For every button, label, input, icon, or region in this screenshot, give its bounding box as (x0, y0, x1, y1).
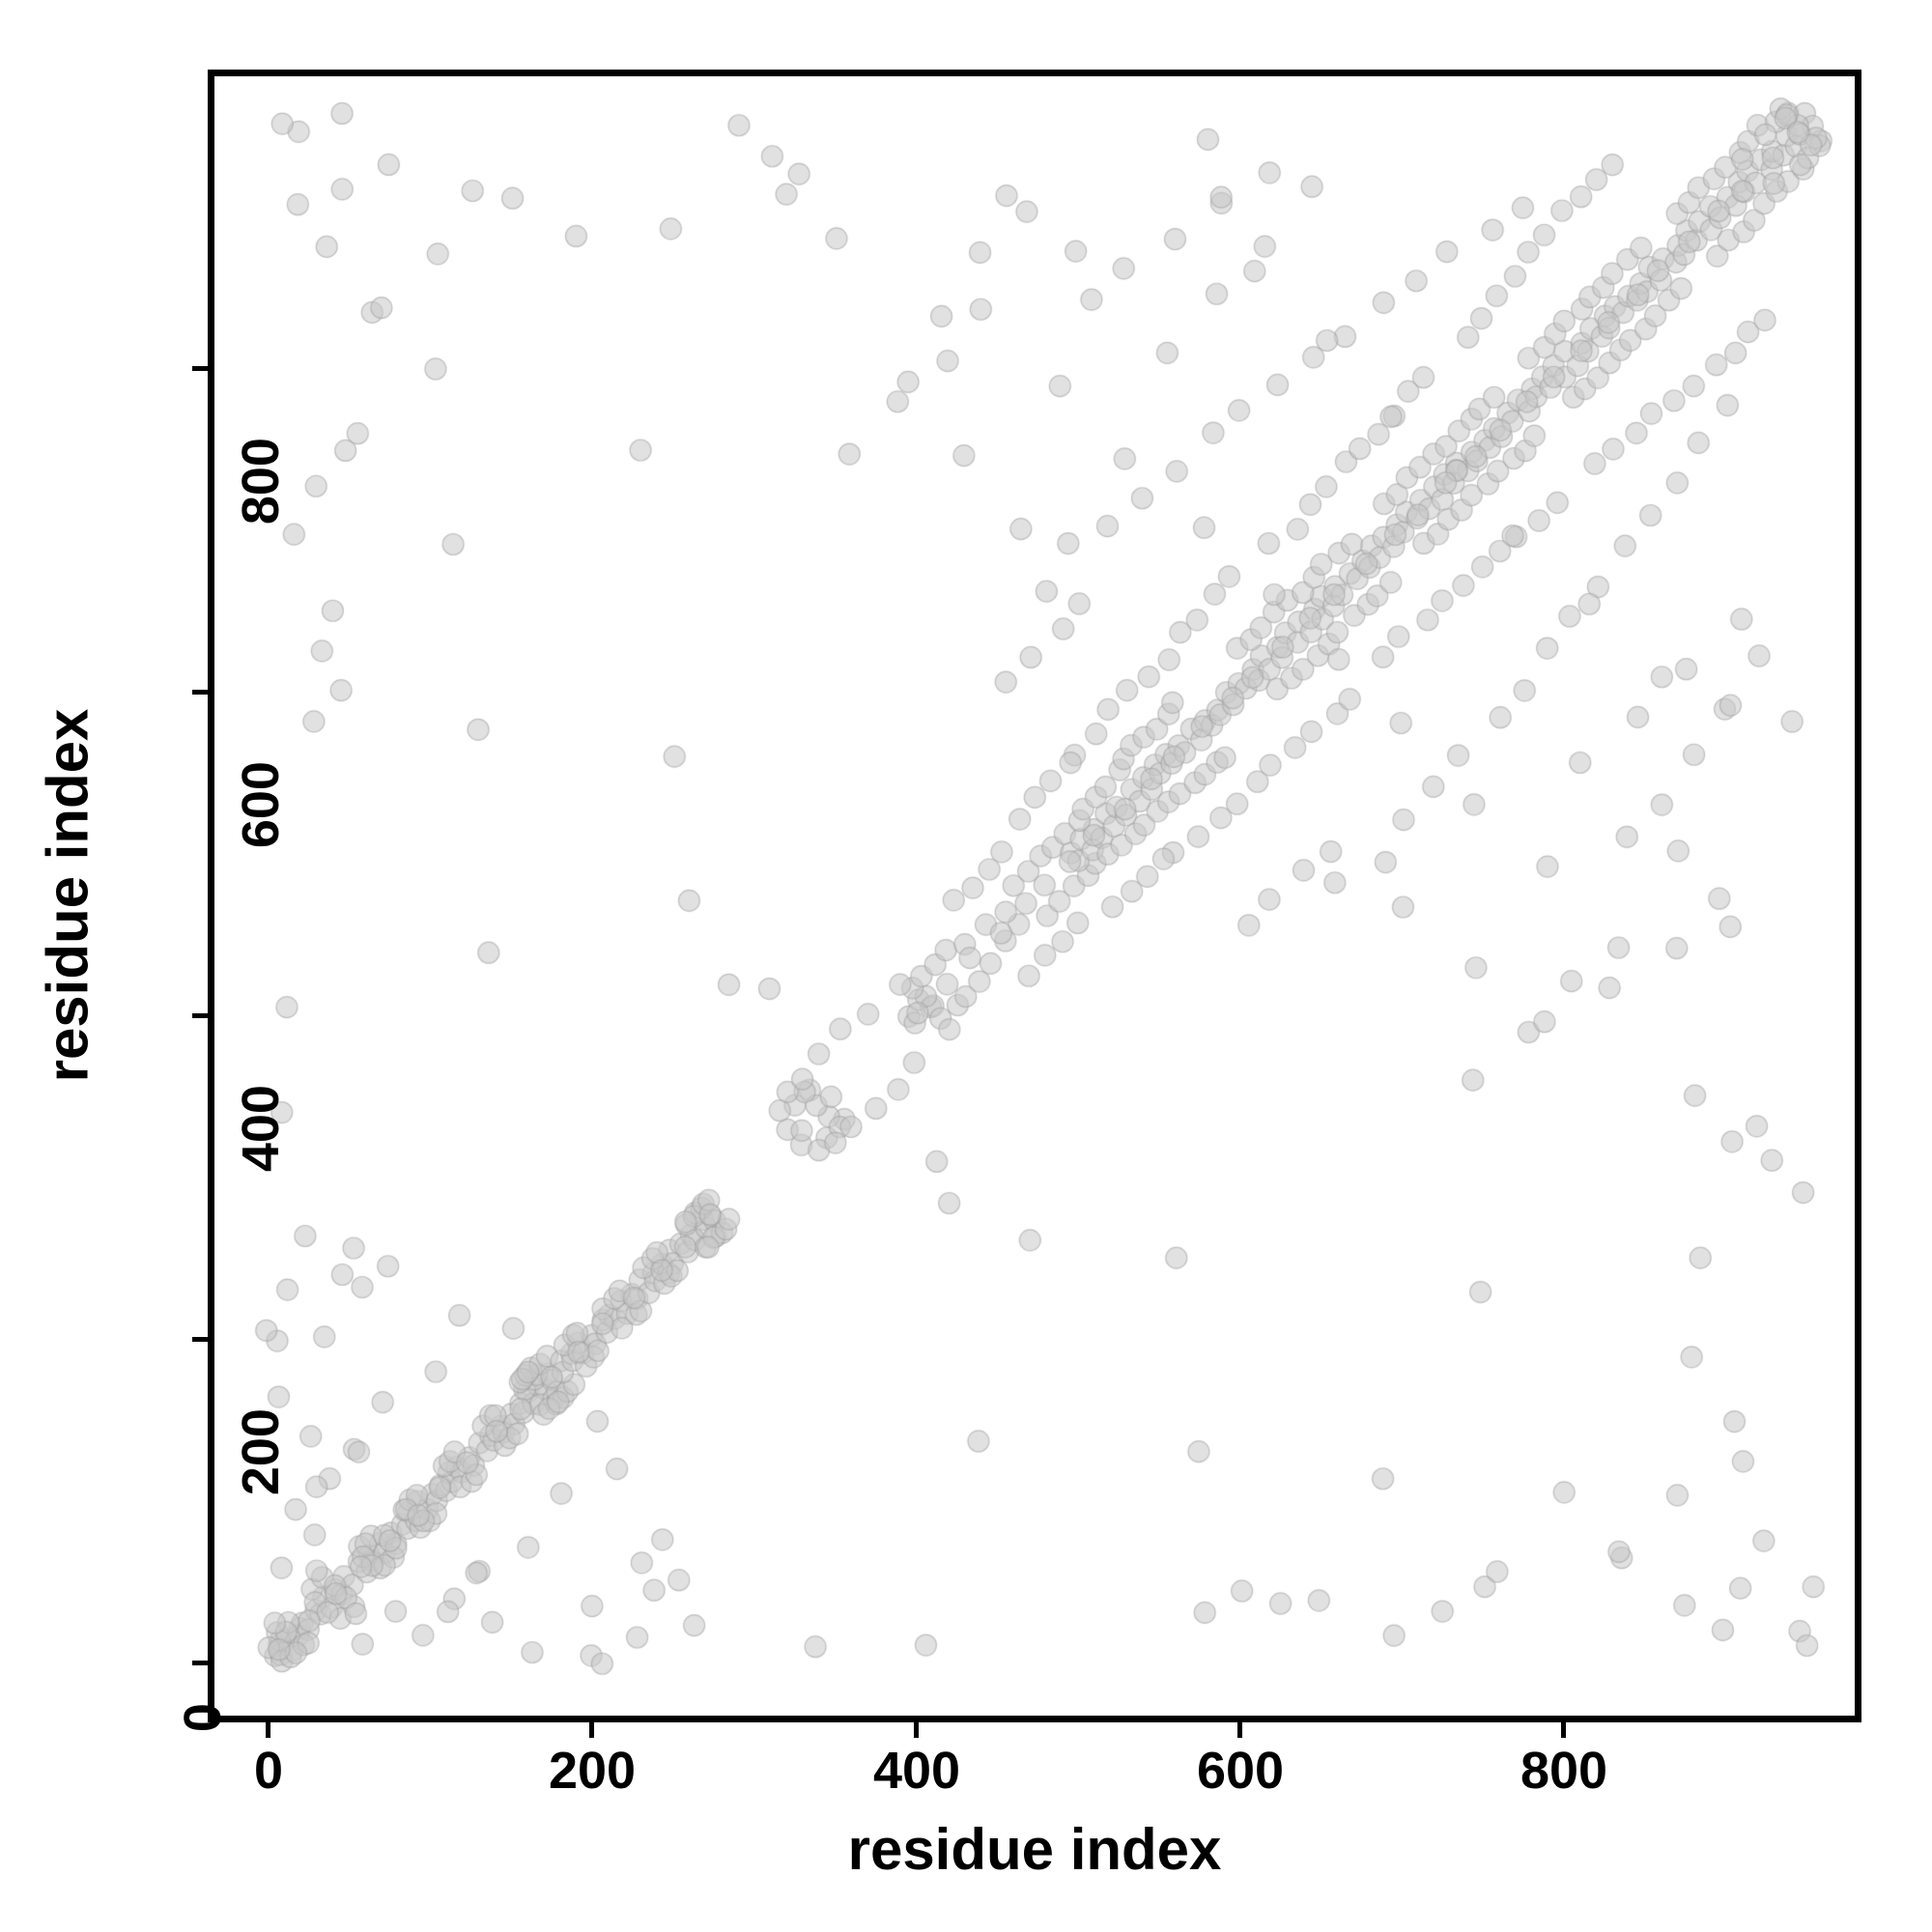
y-tick-mark-600 (192, 690, 208, 695)
x-tick-label-400: 400 (872, 1742, 961, 1800)
x-tick-mark-400 (914, 1722, 919, 1738)
y-tick-mark-800 (192, 366, 208, 371)
y-tick-mark-400 (192, 1013, 208, 1018)
y-tick-label-200: 200 (232, 1408, 291, 1496)
plot-frame (208, 70, 1861, 1722)
scatter-plot-canvas (214, 76, 1855, 1716)
x-tick-mark-200 (589, 1722, 594, 1738)
y-tick-label-0: 0 (174, 1703, 233, 1733)
x-tick-mark-600 (1237, 1722, 1242, 1738)
x-tick-label-800: 800 (1520, 1742, 1608, 1800)
x-tick-mark-0 (266, 1722, 270, 1738)
y-tick-label-600: 600 (232, 761, 291, 849)
x-tick-label-0: 0 (253, 1742, 284, 1800)
y-tick-label-800: 800 (232, 438, 291, 526)
y-tick-label-400: 400 (232, 1085, 291, 1173)
x-tick-label-600: 600 (1196, 1742, 1285, 1800)
x-axis-title: residue index (847, 1817, 1222, 1882)
x-tick-mark-800 (1561, 1722, 1566, 1738)
y-tick-mark-200 (192, 1337, 208, 1342)
y-axis-title: residue index (35, 708, 100, 1083)
x-tick-label-200: 200 (548, 1742, 637, 1800)
y-tick-mark-0 (192, 1661, 208, 1665)
